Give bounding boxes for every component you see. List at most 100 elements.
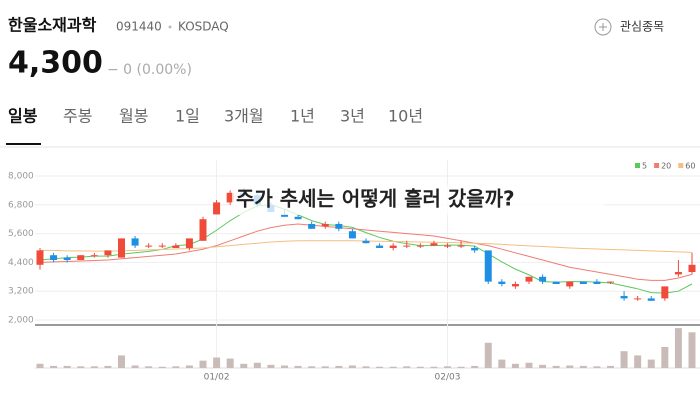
candle-body: [498, 281, 506, 284]
candle-body: [104, 250, 112, 256]
candle-body: [185, 238, 193, 248]
candle-body: [348, 231, 356, 239]
y-tick-label: 2,000: [8, 316, 34, 326]
candle-body: [213, 202, 221, 215]
candle-body: [416, 245, 424, 247]
candle-body: [634, 298, 642, 300]
volume-bar: [185, 365, 193, 368]
tab[interactable]: 일봉: [8, 107, 38, 126]
volume-bar: [335, 365, 343, 368]
y-tick-label: 8,000: [8, 172, 34, 182]
tab-bar: 일봉 주봉 월봉 1일 3개월 1년 3년 10년: [6, 107, 423, 145]
tab[interactable]: 3년: [340, 107, 365, 126]
x-tick-label: 01/02: [204, 373, 230, 383]
volume-bar: [63, 365, 71, 368]
volume-bar: [634, 355, 642, 368]
tab[interactable]: 10년: [388, 107, 423, 126]
candle-body: [158, 245, 166, 247]
volume-bar: [620, 351, 628, 368]
volume-bar: [172, 366, 180, 368]
legend-swatch: [635, 163, 640, 168]
volume-bar: [511, 363, 519, 368]
candle-body: [145, 245, 153, 247]
volume-bar: [457, 366, 465, 368]
candle-body: [511, 284, 519, 287]
candle-body: [457, 245, 465, 247]
overlay-text: 주가 추세는 어떻게 흘러 갔을까?: [236, 187, 515, 211]
tab-underline: [6, 143, 41, 145]
watch-button[interactable]: 관심종목: [594, 18, 664, 36]
y-tick-label: 3,200: [8, 287, 34, 297]
volume-bar: [253, 362, 261, 368]
plus-sign: [599, 23, 607, 31]
tab[interactable]: 월봉: [119, 107, 148, 126]
candle-body: [294, 216, 302, 220]
candle-body: [688, 264, 696, 272]
y-tick-label: 5,600: [8, 229, 34, 239]
candle-body: [50, 255, 58, 260]
candle-body: [77, 255, 85, 260]
candle-body: [321, 224, 329, 227]
market: KOSDAQ: [178, 20, 229, 34]
volume-bar: [36, 363, 44, 368]
volume-bar: [90, 366, 98, 368]
candle-body: [376, 245, 384, 248]
legend-label: 20: [661, 162, 671, 171]
candle-body: [90, 255, 98, 257]
candle-body: [620, 296, 628, 299]
volume-bar: [145, 366, 153, 368]
plus-icon: [594, 18, 612, 36]
candle-body: [566, 281, 574, 287]
candle-body: [226, 192, 234, 203]
candle-body: [539, 276, 547, 282]
volume-bar: [362, 366, 370, 368]
volume-bar: [294, 365, 302, 368]
volume-bar: [389, 366, 397, 368]
candle-body: [430, 243, 438, 246]
overlay-bg: [232, 185, 604, 215]
candle-body: [484, 250, 492, 282]
volume-bar: [484, 342, 492, 368]
candle-body: [579, 281, 587, 284]
volume-bar: [498, 359, 506, 368]
tab[interactable]: 1년: [290, 107, 315, 126]
tab[interactable]: 1일: [175, 107, 200, 126]
candle-body: [471, 248, 479, 251]
volume-bar: [430, 366, 438, 368]
ma-line: [39, 223, 693, 281]
volume-bar: [539, 364, 547, 368]
candle-body: [525, 276, 533, 282]
volume-bar: [552, 365, 560, 368]
candle-body: [362, 240, 370, 244]
legend-label: 60: [685, 162, 695, 171]
tab[interactable]: 3개월: [224, 107, 264, 126]
candle-body: [118, 238, 125, 258]
volume-bar: [661, 347, 669, 368]
volume-bar: [267, 364, 275, 368]
y-tick-label: 4,400: [8, 258, 34, 268]
volume-bar: [281, 365, 288, 368]
volume-bar: [444, 366, 451, 368]
candle-body: [335, 224, 343, 229]
candle-body: [131, 238, 139, 246]
tab[interactable]: 주봉: [63, 107, 92, 126]
volume-bar: [50, 365, 58, 368]
x-tick-label: 02/03: [435, 373, 461, 383]
volume-bar: [525, 362, 533, 368]
legend-swatch: [654, 163, 660, 168]
volume-bar: [471, 365, 479, 368]
volume-bar: [321, 366, 329, 368]
legend-label: 5: [642, 162, 647, 171]
candle-body: [36, 250, 44, 265]
watch-label[interactable]: 관심종목: [620, 20, 664, 34]
volume-bar: [118, 355, 125, 368]
volume-bar: [104, 365, 112, 368]
dot: [168, 25, 172, 29]
volume-bar: [593, 366, 601, 368]
volume-bar: [416, 366, 424, 368]
price: 4,300: [8, 46, 103, 81]
volume-bar: [376, 366, 384, 368]
candle-body: [172, 245, 180, 248]
